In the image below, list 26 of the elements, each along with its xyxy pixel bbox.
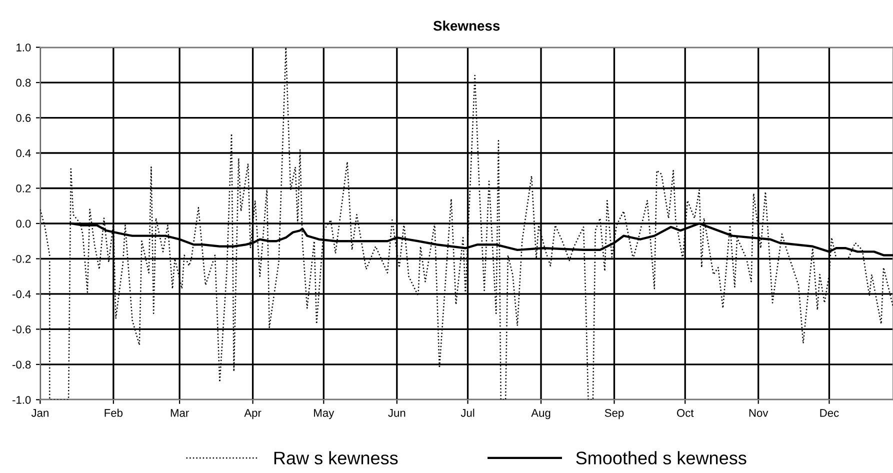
y-tick-label: 0.4 (16, 149, 31, 158)
y-tick-label: 0.8 (16, 78, 31, 87)
x-tick-label: Oct (676, 409, 694, 417)
chart-title: Skewness (433, 20, 500, 31)
y-tick-label: 0.2 (16, 184, 31, 192)
x-tick-label: May (314, 409, 334, 420)
x-tick-label: Dec (820, 409, 839, 417)
legend-label: Raw s kewness (274, 451, 398, 464)
y-tick-label: -1.0 (12, 396, 31, 404)
x-tick-label: Jul (460, 408, 474, 417)
x-tick-label: Nov (749, 409, 768, 417)
x-tick-label: Jun (388, 409, 406, 417)
y-tick-label: 0.6 (16, 114, 31, 122)
y-tick-label: -0.4 (12, 290, 31, 298)
x-tick-label: Sep (604, 409, 624, 420)
y-tick-label: -0.6 (12, 325, 31, 334)
y-tick-label: -0.8 (12, 360, 31, 369)
y-tick-label: 0.0 (16, 220, 31, 228)
x-tick-label: Apr (244, 409, 262, 420)
x-tick-label: Mar (170, 409, 189, 417)
legend-label: Smoothed s kewness (576, 451, 746, 464)
x-tick-label: Feb (104, 408, 123, 417)
y-tick-label: 1.0 (16, 44, 31, 52)
x-tick-label: Jan (31, 409, 48, 417)
x-tick-label: Aug (531, 409, 550, 420)
y-tick-label: -0.2 (12, 255, 31, 263)
